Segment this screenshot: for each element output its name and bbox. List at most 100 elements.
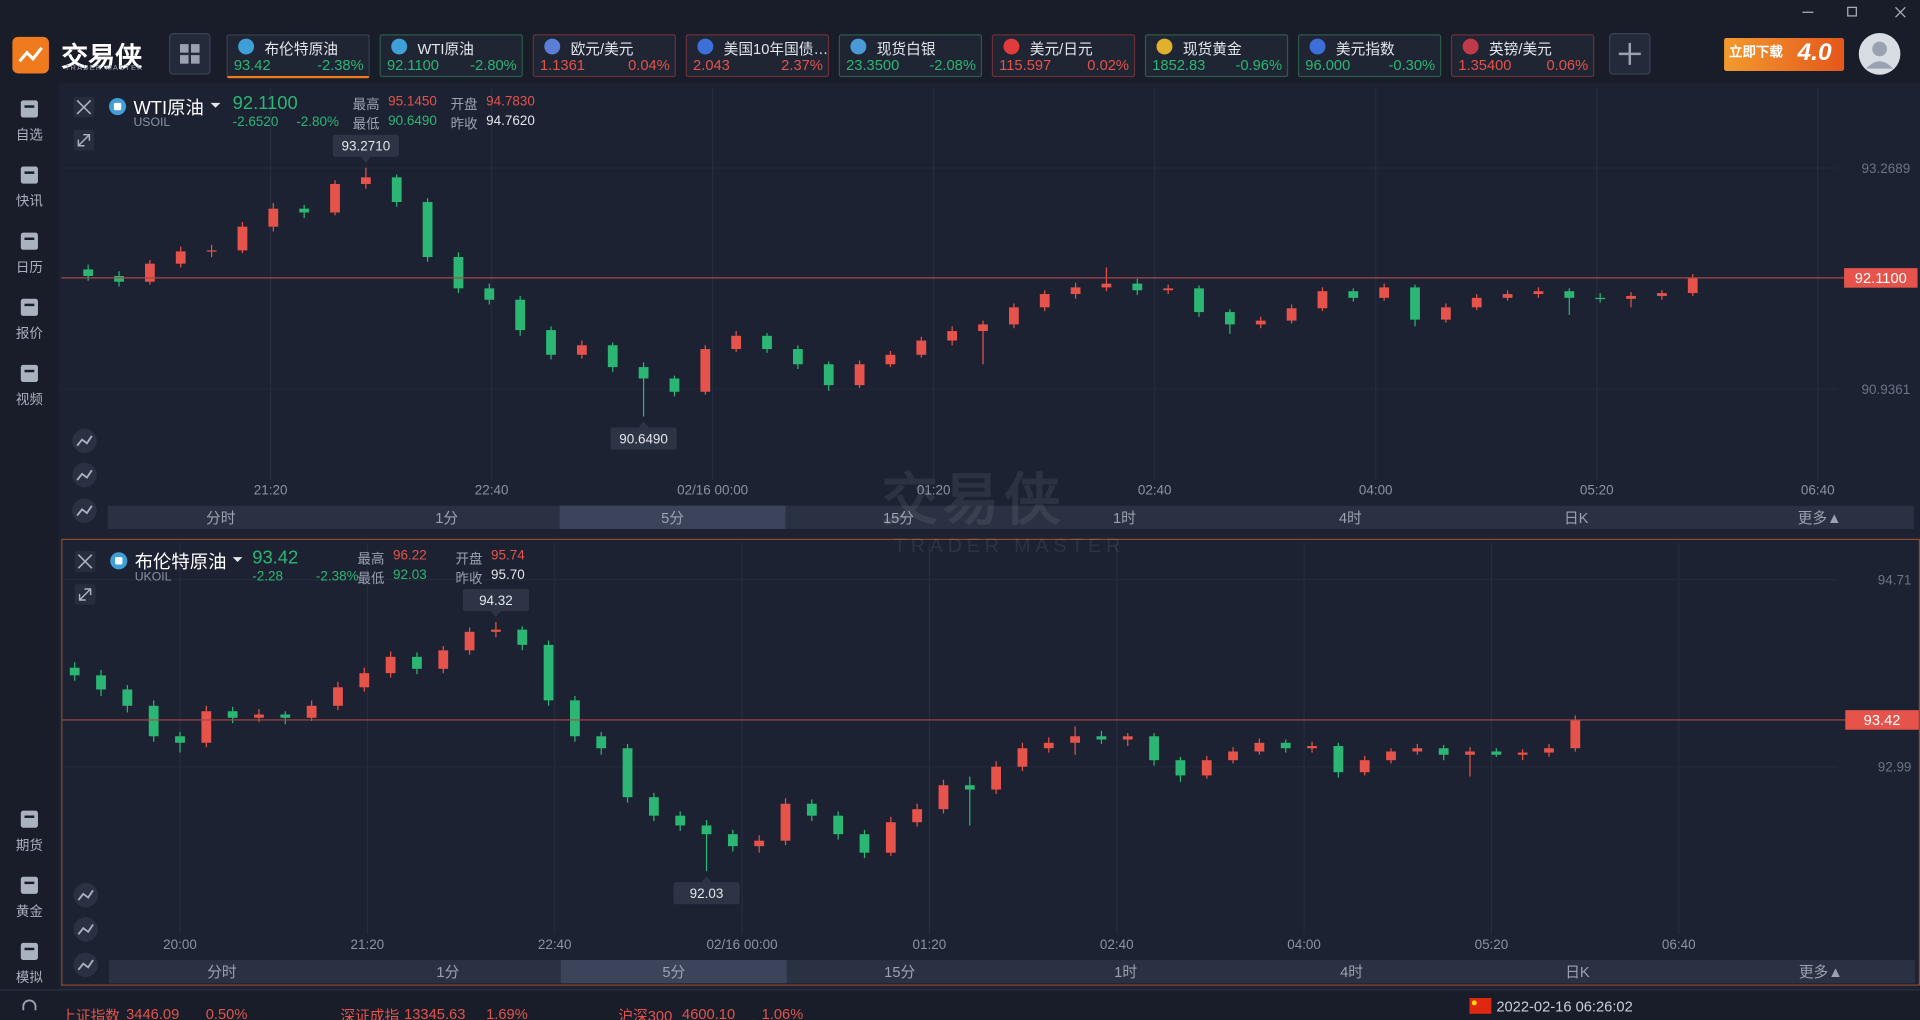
- headset-icon[interactable]: [20, 997, 40, 1017]
- instrument-name[interactable]: 布伦特原油: [134, 552, 227, 574]
- candle-body: [1070, 736, 1080, 743]
- candle-body: [453, 257, 464, 289]
- icon-circle: [1156, 38, 1173, 55]
- sidebar-label[interactable]: 模拟: [15, 971, 43, 986]
- index-value: 13345.63: [404, 1005, 466, 1020]
- sidebar-icon[interactable]: [20, 231, 40, 251]
- icon-shape: [20, 942, 38, 960]
- promo-text: 立即下载: [1728, 45, 1783, 60]
- ticker-icon: [1003, 38, 1020, 55]
- timeframe-tab[interactable]: 5分: [662, 964, 685, 981]
- timeframe-tab[interactable]: 1时: [1114, 964, 1137, 981]
- last-price-label: 93.42: [1864, 713, 1901, 729]
- candle-body: [596, 736, 607, 749]
- sidebar-label[interactable]: 报价: [15, 326, 43, 342]
- x-tick-label: 01:20: [917, 483, 951, 498]
- candle-body: [96, 675, 106, 690]
- candle-body: [299, 208, 310, 213]
- sidebar-label[interactable]: 自选: [15, 128, 43, 144]
- timeframe-tab[interactable]: 5分: [661, 510, 684, 527]
- y-tick-label: 92.99: [1878, 760, 1912, 775]
- promo-banner[interactable]: 立即下载 4.0: [1724, 37, 1845, 72]
- candle-body: [754, 840, 765, 847]
- instrument-name[interactable]: WTI原油: [133, 97, 204, 119]
- grid-button[interactable]: [168, 33, 211, 75]
- icon-circle: [544, 38, 561, 55]
- ticker-price: 23.3500: [846, 56, 900, 74]
- ticker[interactable]: 美元/日元 115.597 0.02%: [991, 34, 1136, 78]
- ticker-price: 1.35400: [1458, 56, 1512, 74]
- candle-body: [675, 815, 686, 826]
- ticker[interactable]: 现货黄金 1852.83 -0.96%: [1144, 34, 1289, 78]
- ticker-price: 115.597: [999, 56, 1052, 74]
- sidebar-icon[interactable]: [20, 809, 40, 829]
- sidebar-icon[interactable]: [20, 298, 40, 318]
- sidebar-icon[interactable]: [20, 364, 40, 384]
- status-bar: 上证指数 3446.09 0.50% 深证成指 13345.63 1.69% 沪深300 46…: [0, 989, 1920, 1020]
- candle-body: [1570, 719, 1581, 749]
- timeframe-tab[interactable]: 1时: [1113, 510, 1136, 527]
- icon-shape: [20, 100, 38, 118]
- max-marker-label: 94.32: [479, 593, 513, 608]
- instrument-change: -2.6520: [232, 115, 279, 130]
- timeframe-tab[interactable]: 15分: [883, 510, 914, 527]
- stat-value: 90.6490: [388, 113, 437, 129]
- sidebar-label[interactable]: 快讯: [15, 194, 43, 210]
- tool-glyph: [77, 889, 94, 901]
- timeframe-tab[interactable]: 分时: [207, 964, 237, 981]
- instrument-change-pct: -2.38%: [315, 569, 359, 585]
- sidebar-label[interactable]: 黄金: [15, 904, 43, 920]
- timeframe-tab[interactable]: 1分: [436, 964, 459, 981]
- candle-body: [543, 644, 554, 701]
- last-price-tag: [1844, 268, 1918, 288]
- ticker[interactable]: 现货白银 23.3500 -2.08%: [838, 34, 983, 78]
- sidebar-icon[interactable]: [20, 942, 40, 962]
- ticker[interactable]: 英镑/美元 1.35400 0.06%: [1451, 34, 1595, 78]
- sidebar-label[interactable]: 视频: [15, 393, 43, 408]
- timeframe-tab[interactable]: 1分: [435, 510, 458, 527]
- candle-body: [114, 276, 124, 282]
- avatar[interactable]: [1858, 32, 1902, 76]
- stat-value: 95.1450: [388, 94, 437, 109]
- sidebar-label[interactable]: 日历: [15, 260, 43, 276]
- ticker-change: -2.08%: [929, 56, 976, 74]
- candle-body: [1286, 308, 1297, 321]
- timeframe-tab[interactable]: 4时: [1340, 964, 1363, 981]
- candle-body: [1043, 742, 1054, 749]
- candle-body: [175, 251, 186, 264]
- ticker-price: 93.42: [233, 56, 271, 74]
- ticker[interactable]: 美元指数 96.000 -0.30%: [1297, 34, 1442, 78]
- x-tick-label: 20:00: [163, 937, 197, 952]
- sidebar-icon[interactable]: [20, 876, 40, 896]
- timeframe-tab[interactable]: 日K: [1565, 965, 1590, 981]
- x-tick-label: 22:40: [538, 937, 572, 952]
- add-ticker-button[interactable]: [1608, 33, 1651, 75]
- candle-body: [1122, 736, 1133, 740]
- tool-glyph: [77, 959, 94, 971]
- sidebar-icon[interactable]: [20, 99, 40, 119]
- candle-body: [859, 834, 870, 853]
- candle-body: [700, 349, 711, 392]
- timeframe-tab[interactable]: 更多▲: [1798, 510, 1842, 527]
- timeframe-tab[interactable]: 4时: [1339, 510, 1362, 527]
- timeframe-tab[interactable]: 日K: [1564, 511, 1589, 527]
- ticker-change: 2.37%: [781, 56, 823, 74]
- candle-body: [978, 324, 988, 332]
- ticker[interactable]: 布伦特原油 93.42 -2.38%: [226, 34, 370, 79]
- index-name: 深证成指: [340, 1007, 400, 1020]
- ticker[interactable]: 欧元/美元 1.1361 0.04%: [532, 34, 676, 78]
- y-tick-label: 90.9361: [1862, 382, 1911, 397]
- ticker-icon: [1309, 38, 1326, 55]
- icon-detail: [24, 947, 35, 951]
- sidebar-icon[interactable]: [20, 165, 40, 185]
- candle-body: [359, 673, 370, 688]
- timeframe-tab[interactable]: 15分: [884, 964, 915, 981]
- timeframe-tab[interactable]: 分时: [206, 510, 236, 527]
- sidebar-label[interactable]: 期货: [15, 838, 43, 854]
- ticker[interactable]: WTI原油 92.1100 -2.80%: [379, 34, 523, 78]
- ticker[interactable]: 美国10年国债… 2.043 2.37%: [685, 34, 829, 78]
- window-controls[interactable]: [1788, 0, 1920, 24]
- candle-body: [1333, 746, 1344, 773]
- expand-glyph: [77, 133, 91, 147]
- timeframe-tab[interactable]: 更多▲: [1799, 964, 1843, 981]
